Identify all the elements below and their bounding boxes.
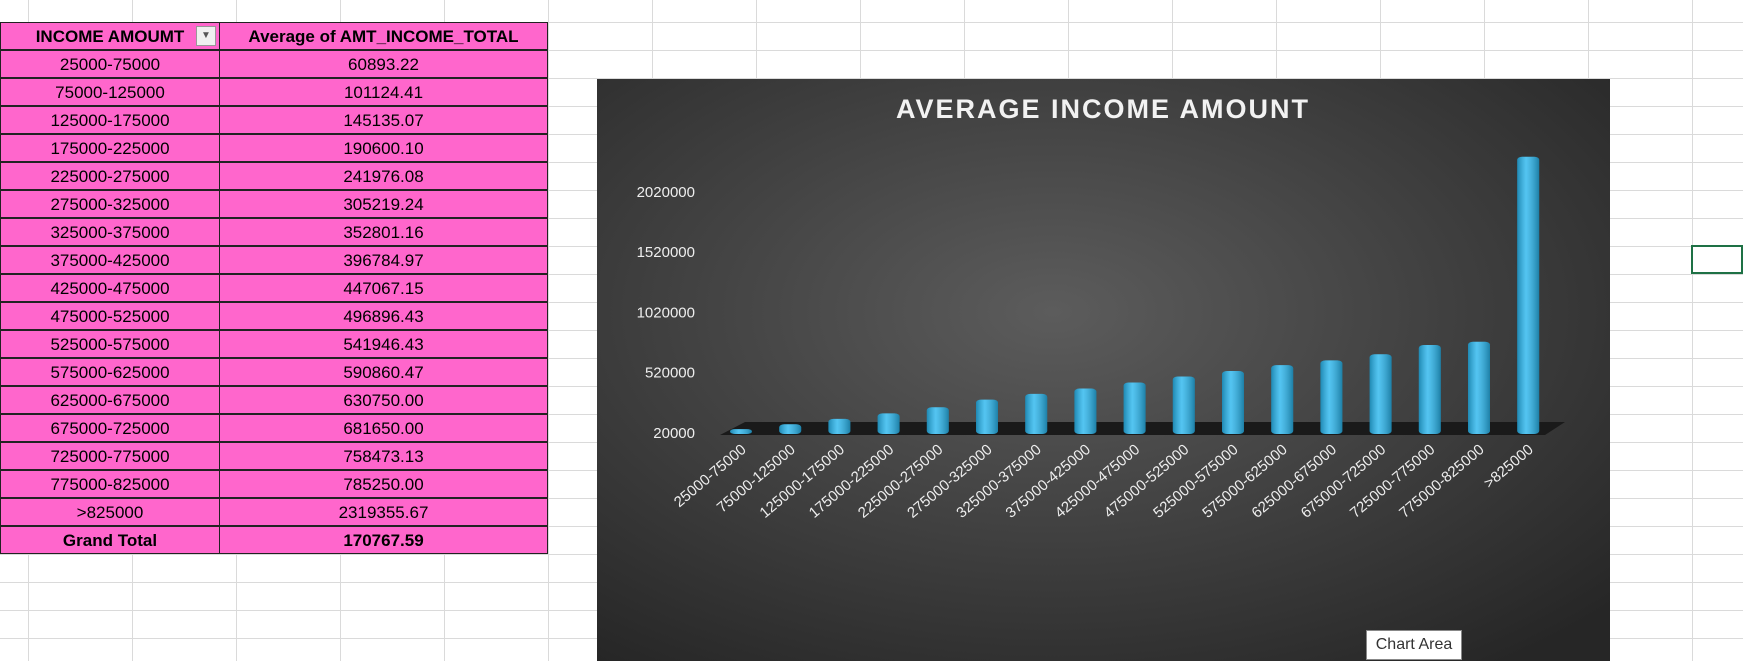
bar-shade: [1025, 393, 1048, 434]
table-cell[interactable]: 725000-775000: [0, 442, 220, 470]
y-tick-label: 20000: [653, 425, 695, 442]
bar-shade: [1468, 341, 1490, 434]
table-cell[interactable]: 625000-675000: [0, 386, 220, 414]
table-cell[interactable]: 2319355.67: [219, 498, 548, 526]
y-tick-label: 1520000: [637, 244, 695, 261]
table-cell[interactable]: 758473.13: [219, 442, 548, 470]
table-cell[interactable]: 541946.43: [219, 330, 548, 358]
total-cell[interactable]: 170767.59: [219, 526, 548, 554]
table-cell[interactable]: 145135.07: [219, 106, 548, 134]
table-cell[interactable]: 375000-425000: [0, 246, 220, 274]
table-cell[interactable]: 681650.00: [219, 414, 548, 442]
chart[interactable]: AVERAGE INCOME AMOUNT 20000 520000 1020000…: [597, 79, 1610, 661]
bar-shade: [1517, 156, 1540, 435]
tooltip: Chart Area: [1366, 630, 1462, 660]
table-cell[interactable]: 775000-825000: [0, 470, 220, 498]
bar-shade: [1369, 354, 1392, 434]
table-cell[interactable]: 325000-375000: [0, 218, 220, 246]
table-cell[interactable]: 475000-525000: [0, 302, 220, 330]
table-cell[interactable]: 630750.00: [219, 386, 548, 414]
table-cell[interactable]: 396784.97: [219, 246, 548, 274]
chart-area[interactable]: [597, 79, 1610, 661]
table-cell[interactable]: 60893.22: [219, 50, 548, 78]
bar-shade: [730, 429, 752, 434]
filter-button[interactable]: ▼: [196, 26, 216, 46]
table-cell[interactable]: 590860.47: [219, 358, 548, 386]
table-cell[interactable]: 25000-75000: [0, 50, 220, 78]
table-cell[interactable]: 101124.41: [219, 78, 548, 106]
table-cell[interactable]: 425000-475000: [0, 274, 220, 302]
table-cell[interactable]: 275000-325000: [0, 190, 220, 218]
chart-title: AVERAGE INCOME AMOUNT: [896, 94, 1310, 124]
table-cell[interactable]: >825000: [0, 498, 220, 526]
bar-shade: [976, 399, 998, 434]
y-tick-label: 2020000: [637, 184, 695, 201]
bar-shade: [1222, 371, 1244, 434]
bar-shade: [877, 413, 900, 434]
total-cell[interactable]: Grand Total: [0, 526, 220, 554]
header-cell[interactable]: Average of AMT_INCOME_TOTAL: [219, 22, 548, 50]
table-cell[interactable]: 785250.00: [219, 470, 548, 498]
table-cell[interactable]: 75000-125000: [0, 78, 220, 106]
table-cell[interactable]: 305219.24: [219, 190, 548, 218]
selected-cell[interactable]: [1691, 245, 1743, 274]
table-cell[interactable]: 496896.43: [219, 302, 548, 330]
bar-shade: [1418, 344, 1441, 434]
table-cell[interactable]: 447067.15: [219, 274, 548, 302]
table-cell[interactable]: 225000-275000: [0, 162, 220, 190]
table-cell[interactable]: 352801.16: [219, 218, 548, 246]
bar-shade: [1172, 376, 1195, 434]
table-cell[interactable]: 190600.10: [219, 134, 548, 162]
table-cell[interactable]: 175000-225000: [0, 134, 220, 162]
table-cell[interactable]: 125000-175000: [0, 106, 220, 134]
bar-shade: [828, 418, 851, 434]
y-tick-label: 1020000: [637, 304, 695, 321]
bar-shade: [1320, 360, 1343, 434]
table-cell[interactable]: 675000-725000: [0, 414, 220, 442]
table-cell[interactable]: 241976.08: [219, 162, 548, 190]
bar-shade: [926, 407, 949, 434]
y-tick-label: 520000: [645, 365, 695, 382]
bar-shade: [1271, 365, 1294, 434]
bar-shade: [1074, 388, 1097, 434]
bar-shade: [779, 424, 802, 434]
header-cell[interactable]: INCOME AMOUMT: [0, 22, 220, 50]
table-cell[interactable]: 575000-625000: [0, 358, 220, 386]
bar-shade: [1123, 382, 1146, 434]
table-cell[interactable]: 525000-575000: [0, 330, 220, 358]
